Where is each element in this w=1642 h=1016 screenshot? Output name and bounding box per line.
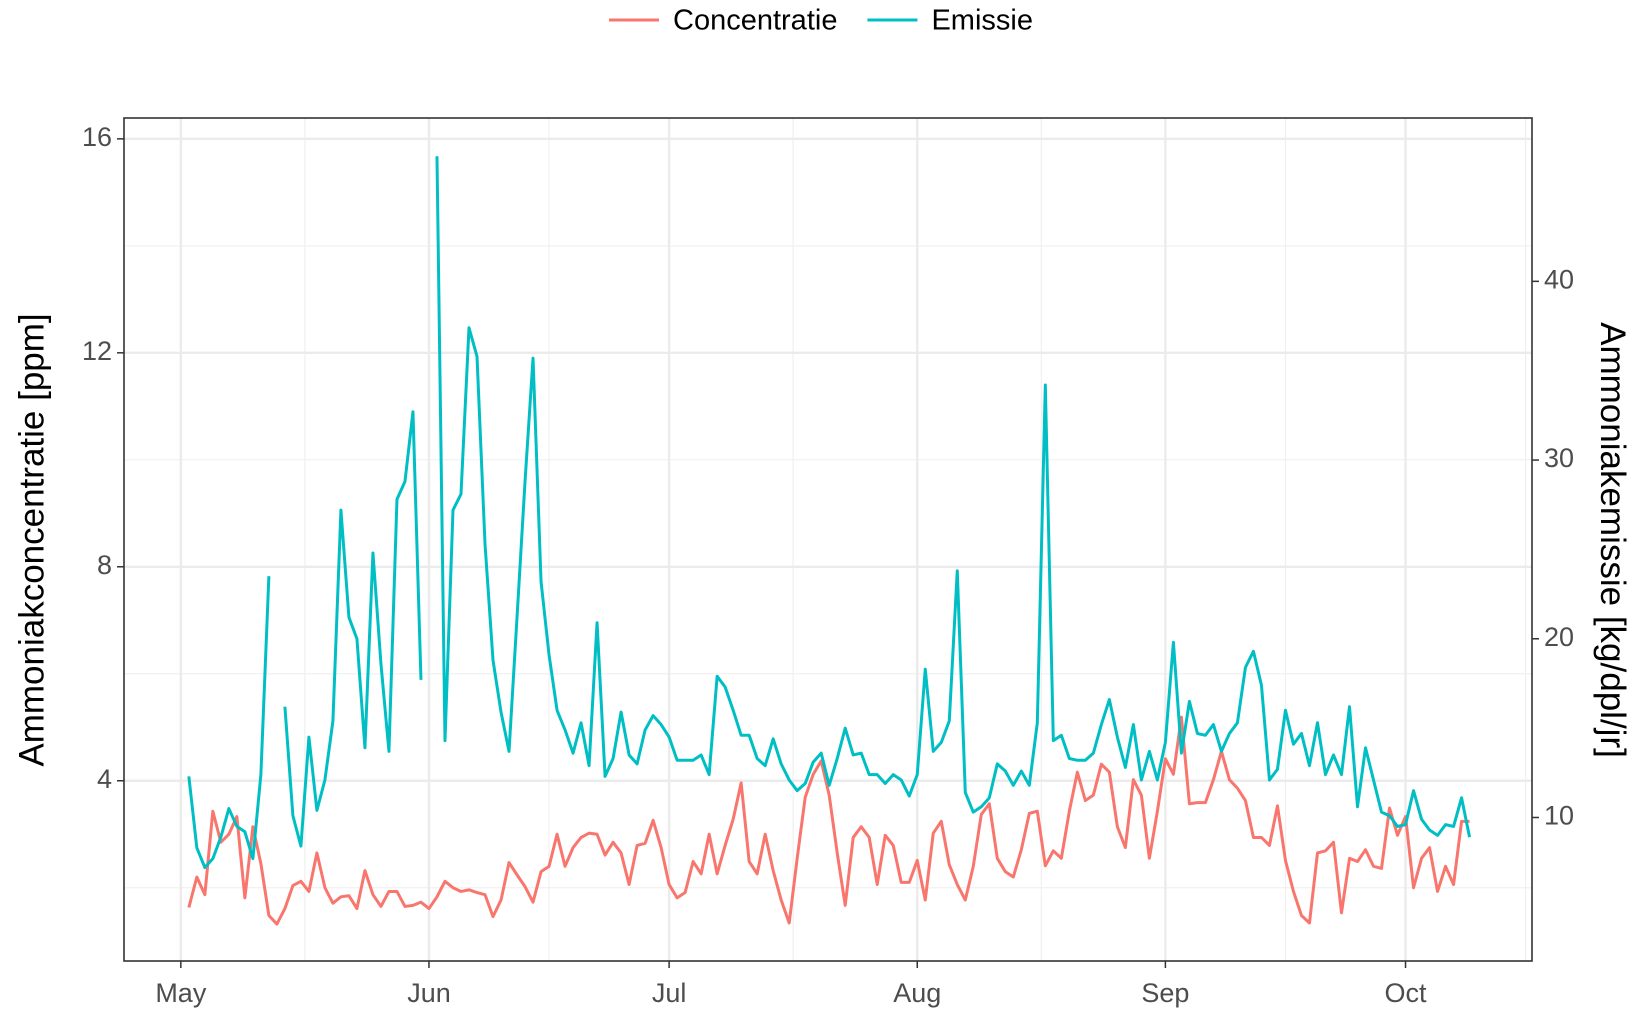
x-tick-label: Oct bbox=[1385, 978, 1428, 1008]
x-tick-label: Jul bbox=[652, 978, 687, 1008]
panel-border bbox=[123, 117, 1533, 962]
x-tick-label: Aug bbox=[893, 978, 941, 1008]
x-tick-label: Sep bbox=[1141, 978, 1189, 1008]
y-tick-label: 16 bbox=[82, 122, 112, 152]
legend: Concentratie Emissie bbox=[609, 5, 1033, 37]
y2-tick-label: 40 bbox=[1544, 264, 1574, 294]
y-tick-label: 12 bbox=[82, 336, 112, 366]
line-series bbox=[187, 715, 1470, 926]
y-tick-label: 8 bbox=[97, 550, 112, 580]
line-series bbox=[187, 156, 1472, 870]
legend-label: Concentratie bbox=[673, 5, 837, 37]
y-tick-label: 4 bbox=[97, 764, 112, 794]
y2-tick-label: 20 bbox=[1544, 622, 1574, 652]
x-tick-label: Jun bbox=[407, 978, 451, 1008]
x-tick-label: May bbox=[155, 978, 207, 1008]
y2-tick-label: 30 bbox=[1544, 443, 1574, 473]
legend-label: Emissie bbox=[931, 5, 1033, 37]
y2-tick-label: 10 bbox=[1544, 801, 1574, 831]
y2-axis-title: Ammoniakemissie [kg/dpl/jr] bbox=[1593, 322, 1632, 758]
y-axis-title: Ammoniakconcentratie [ppm] bbox=[12, 313, 51, 766]
